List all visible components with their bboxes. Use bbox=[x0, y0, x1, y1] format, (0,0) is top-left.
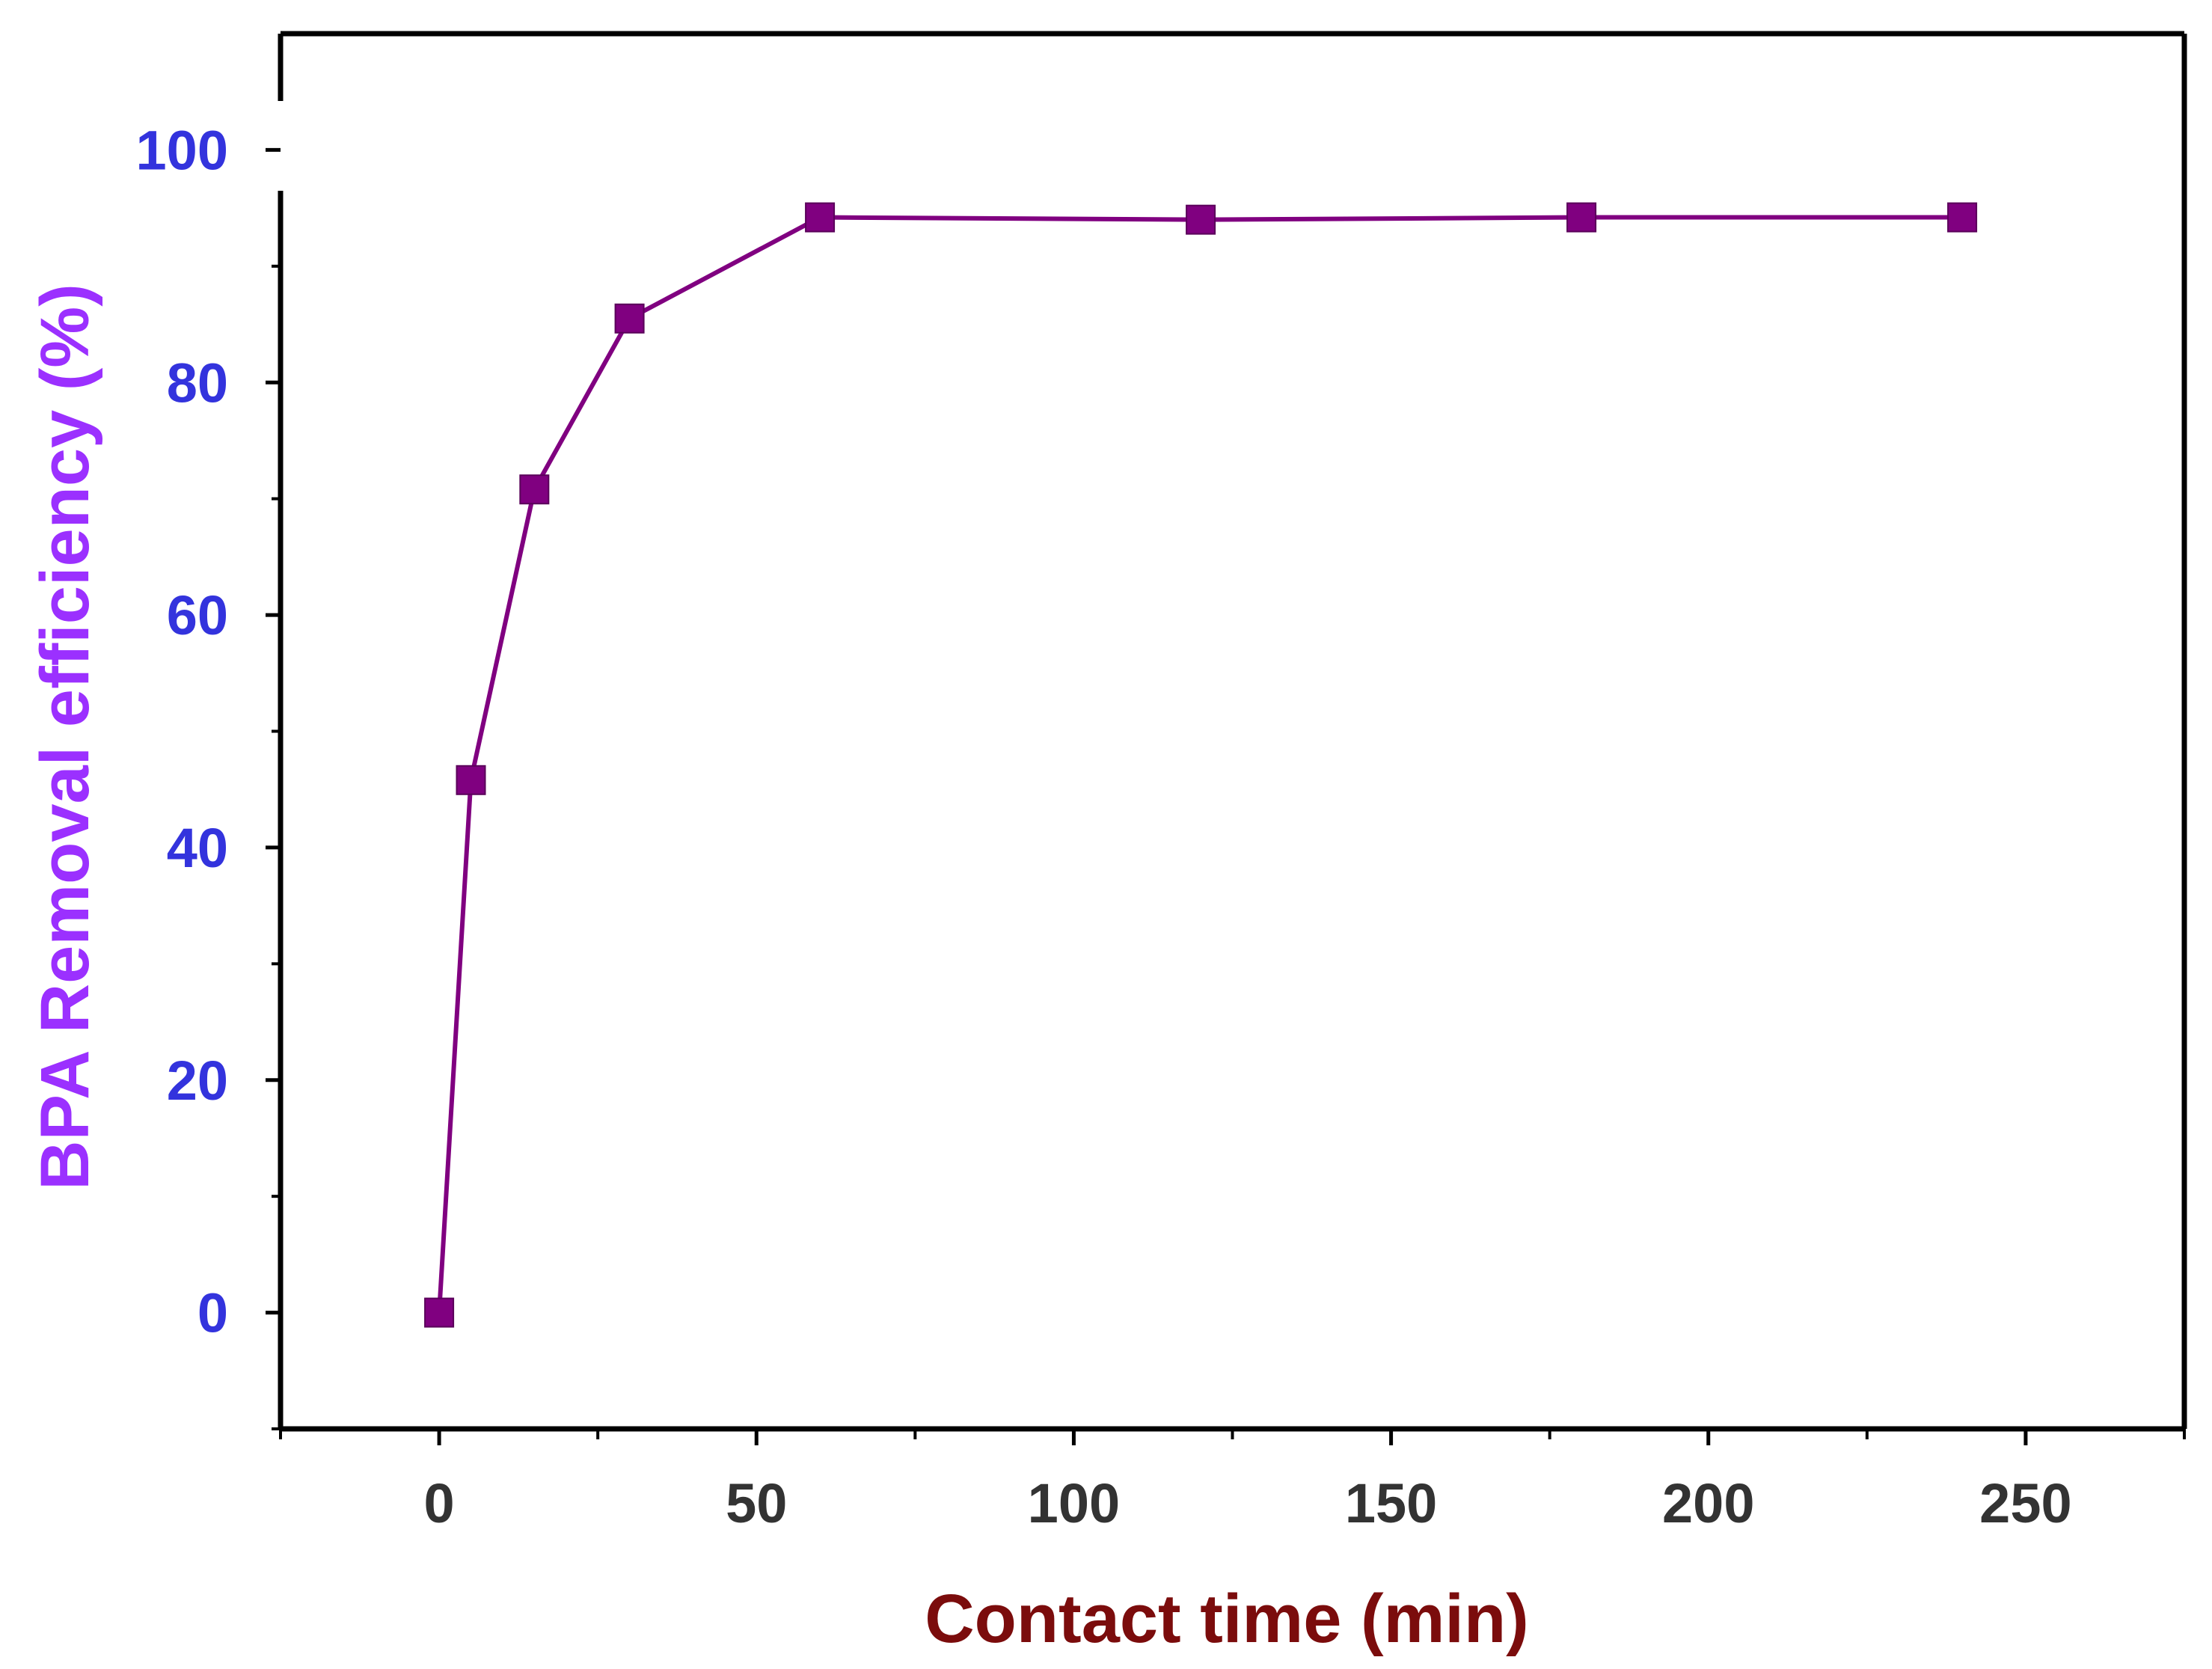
y-tick-group: 0 20 40 60 80 100 bbox=[136, 119, 281, 1430]
y-tick-label: 80 bbox=[167, 352, 228, 414]
y-tick-label: 0 bbox=[197, 1282, 228, 1344]
data-point-marker bbox=[456, 765, 486, 795]
x-tick-label: 0 bbox=[424, 1472, 455, 1534]
y-tick-label: 20 bbox=[167, 1050, 228, 1112]
y-tick-label: 100 bbox=[136, 119, 228, 181]
x-tick-label: 100 bbox=[1028, 1472, 1120, 1534]
data-point-marker bbox=[1566, 202, 1597, 233]
x-tick-label: 50 bbox=[726, 1472, 787, 1534]
x-tick-group: 0 50 100 150 200 250 bbox=[279, 1429, 2186, 1534]
plot-frame-group bbox=[278, 31, 2187, 1432]
data-point-marker bbox=[1186, 204, 1216, 235]
series-line bbox=[437, 215, 1963, 1313]
x-tick-label: 150 bbox=[1345, 1472, 1437, 1534]
x-tick-label: 200 bbox=[1662, 1472, 1754, 1534]
data-point-marker bbox=[424, 1297, 455, 1328]
y-tick-label: 60 bbox=[167, 584, 228, 646]
data-point-marker bbox=[614, 303, 645, 334]
x-tick-label: 250 bbox=[1979, 1472, 2071, 1534]
data-point-marker bbox=[805, 202, 836, 233]
data-point-marker bbox=[1947, 202, 1978, 233]
series-layer bbox=[424, 202, 1978, 1328]
y-axis-label: BPA Removal efficiency (%) bbox=[27, 284, 103, 1190]
data-point-marker bbox=[519, 474, 550, 505]
x-axis-label: Contact time (min) bbox=[925, 1581, 1529, 1657]
y-tick-label: 40 bbox=[167, 817, 228, 879]
